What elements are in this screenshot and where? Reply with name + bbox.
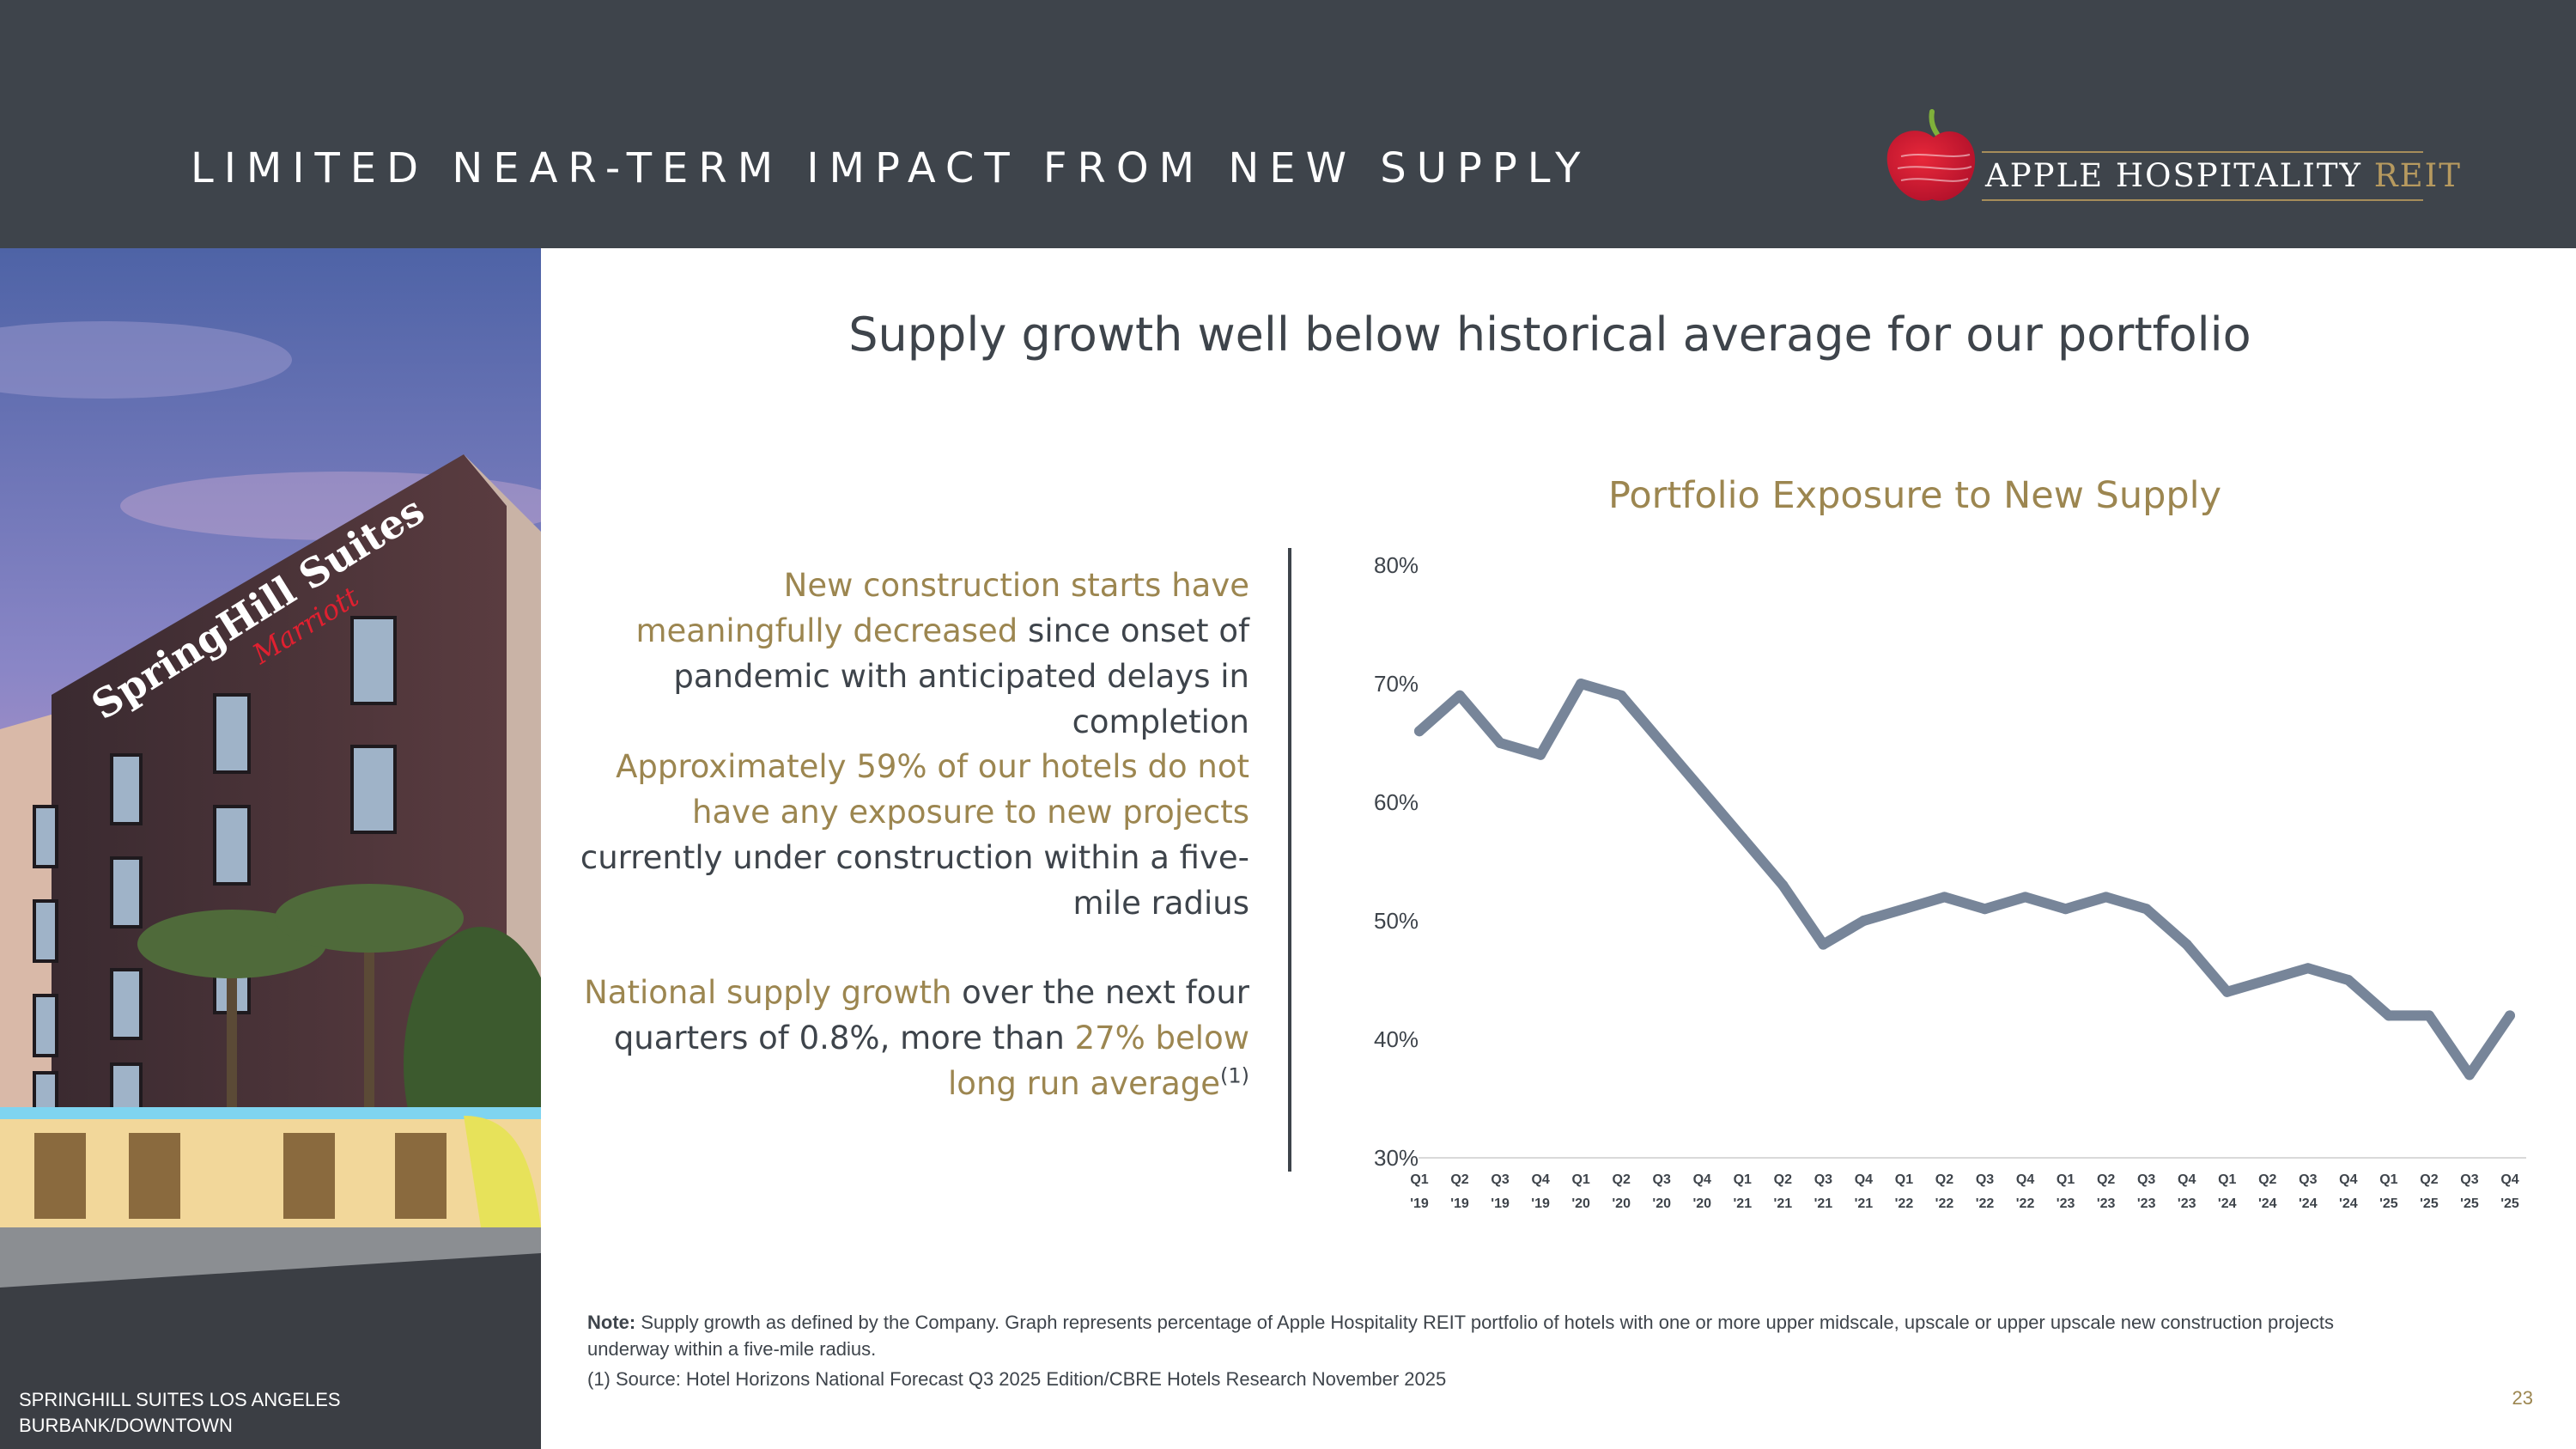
data-point: [1414, 726, 1425, 737]
photo-caption-line2: BURBANK/DOWNTOWN: [19, 1415, 233, 1436]
data-point: [1656, 738, 1668, 748]
footnote-source: (1) Source: Hotel Horizons National Fore…: [587, 1368, 1447, 1390]
bullet-3-text: over the next four quarters of 0.8%, mor…: [613, 974, 1249, 1056]
x-tick-label: Q3'23: [2137, 1172, 2156, 1211]
x-tick-label: Q3'22: [1976, 1172, 1995, 1211]
x-tick-label: Q2'24: [2258, 1172, 2277, 1211]
y-tick-label: 70%: [1374, 671, 1419, 697]
logo-text-accent: REIT: [2373, 157, 2462, 194]
data-point: [2221, 986, 2233, 997]
x-tick-label: Q3'19: [1491, 1172, 1510, 1211]
x-tick-label: Q1'19: [1410, 1172, 1429, 1211]
apple-logo-icon: [1886, 109, 1976, 201]
data-point: [1818, 939, 1829, 950]
page-number: 23: [2512, 1387, 2533, 1409]
bullet-1: New construction starts have meaningfull…: [567, 563, 1250, 745]
x-tick-label: Q1'22: [1895, 1172, 1914, 1211]
photo-caption-line1: SPRINGHILL SUITES LOS ANGELES: [19, 1389, 341, 1410]
x-tick-label: Q1'23: [2057, 1172, 2075, 1211]
data-point: [1939, 892, 1950, 903]
y-tick-label: 60%: [1374, 789, 1419, 815]
data-point: [2505, 1010, 2515, 1021]
x-tick-label: Q3'24: [2299, 1172, 2318, 1211]
x-tick-label: Q1'20: [1571, 1172, 1590, 1211]
logo-wordmark: APPLE HOSPITALITY REIT: [1982, 151, 2460, 201]
photo-caption: SPRINGHILL SUITES LOS ANGELES BURBANK/DO…: [19, 1387, 380, 1439]
data-points: [1414, 679, 2515, 1081]
logo-text: APPLE HOSPITALITY: [1985, 157, 2362, 194]
data-point: [1535, 749, 1546, 760]
header-bar: LIMITED NEAR-TERM IMPACT FROM NEW SUPPLY…: [0, 0, 2576, 248]
data-point: [1495, 738, 1506, 748]
bullet-3: National supply growth over the next fou…: [567, 970, 1249, 1106]
data-point: [2342, 975, 2354, 985]
data-point: [2060, 904, 2071, 915]
x-tick-label: Q2'19: [1450, 1172, 1469, 1211]
data-point: [1777, 880, 1789, 891]
bullet-3-highlight-2: 27% below long run average: [948, 1020, 1249, 1102]
x-tick-label: Q3'25: [2460, 1172, 2479, 1211]
x-tick-label: Q4'20: [1692, 1172, 1711, 1211]
hotel-photo: SpringHill Suites Marriott: [0, 248, 541, 1449]
data-point: [2383, 1010, 2394, 1021]
data-point: [2181, 939, 2192, 950]
supply-exposure-line-chart: 30%40%50%60%70%80% Q1'19Q2'19Q3'19Q4'19Q…: [1374, 552, 2526, 1211]
x-tick-label: Q4'22: [2016, 1172, 2035, 1211]
x-tick-label: Q4'21: [1855, 1172, 1874, 1211]
chart-title: Portfolio Exposure to New Supply: [1607, 474, 2222, 517]
data-point: [2100, 892, 2111, 903]
y-tick-label: 30%: [1374, 1145, 1419, 1171]
x-tick-label: Q1'21: [1733, 1172, 1752, 1211]
bullet-2: Approximately 59% of our hotels do not h…: [567, 744, 1249, 926]
x-axis: Q1'19 Q2'19 Q3'19 Q4'19 Q1'20 Q2'20 Q3'20 Q4'20…: [1410, 1172, 2519, 1211]
bullet-2-text: currently under construction within a fi…: [580, 839, 1249, 922]
footnote-marker: (1): [1220, 1063, 1249, 1088]
x-tick-label: Q4'24: [2339, 1172, 2358, 1211]
company-logo: APPLE HOSPITALITY REIT: [1880, 103, 2460, 210]
series-line: [1414, 679, 2515, 1081]
x-tick-label: Q2'25: [2420, 1172, 2439, 1211]
x-tick-label: Q2'21: [1774, 1172, 1793, 1211]
slide-title: LIMITED NEAR-TERM IMPACT FROM NEW SUPPLY: [191, 144, 1591, 192]
data-point: [2020, 892, 2031, 903]
data-point: [2141, 904, 2152, 915]
x-tick-label: Q3'21: [1814, 1172, 1833, 1211]
vertical-divider: [1288, 548, 1291, 1172]
y-axis: 30% 40% 50% 60% 70% 80%: [1374, 552, 1419, 1171]
x-tick-label: Q4'25: [2500, 1172, 2519, 1211]
hotel-building-image: SpringHill Suites Marriott: [0, 248, 541, 1449]
data-point: [1737, 832, 1748, 843]
x-tick-label: Q2'23: [2097, 1172, 2116, 1211]
data-point: [1455, 690, 1466, 701]
data-point: [2262, 975, 2273, 985]
y-tick-label: 40%: [1374, 1026, 1419, 1052]
data-point: [2302, 963, 2313, 974]
y-tick-label: 80%: [1374, 552, 1419, 578]
slide-subtitle: Supply growth well below historical aver…: [848, 307, 2251, 362]
data-point: [1697, 785, 1708, 796]
x-tick-label: Q4'19: [1531, 1172, 1550, 1211]
x-tick-label: Q1'25: [2379, 1172, 2398, 1211]
x-tick-label: Q1'24: [2218, 1172, 2237, 1211]
x-tick-label: Q2'20: [1612, 1172, 1631, 1211]
data-point: [1616, 690, 1627, 701]
data-point: [1899, 904, 1910, 915]
data-point: [2464, 1069, 2475, 1081]
data-point: [1858, 916, 1869, 926]
data-point: [2423, 1010, 2434, 1021]
bullet-3-highlight: National supply growth: [584, 974, 952, 1011]
bullet-1-highlight: New construction starts have meaningfull…: [635, 567, 1250, 649]
bullet-1-text: since onset of pandemic with anticipated…: [673, 612, 1249, 740]
x-tick-label: Q4'23: [2178, 1172, 2196, 1211]
data-point: [1576, 679, 1587, 689]
footnote-note: Note: Supply growth as defined by the Co…: [587, 1309, 2391, 1362]
note-text: Supply growth as defined by the Company.…: [587, 1312, 2335, 1360]
bullet-2-highlight: Approximately 59% of our hotels do not h…: [616, 748, 1249, 831]
note-label: Note:: [587, 1312, 636, 1333]
x-tick-label: Q3'20: [1652, 1172, 1671, 1211]
data-point: [1979, 904, 1990, 915]
x-tick-label: Q2'22: [1935, 1172, 1954, 1211]
y-tick-label: 50%: [1374, 908, 1419, 934]
